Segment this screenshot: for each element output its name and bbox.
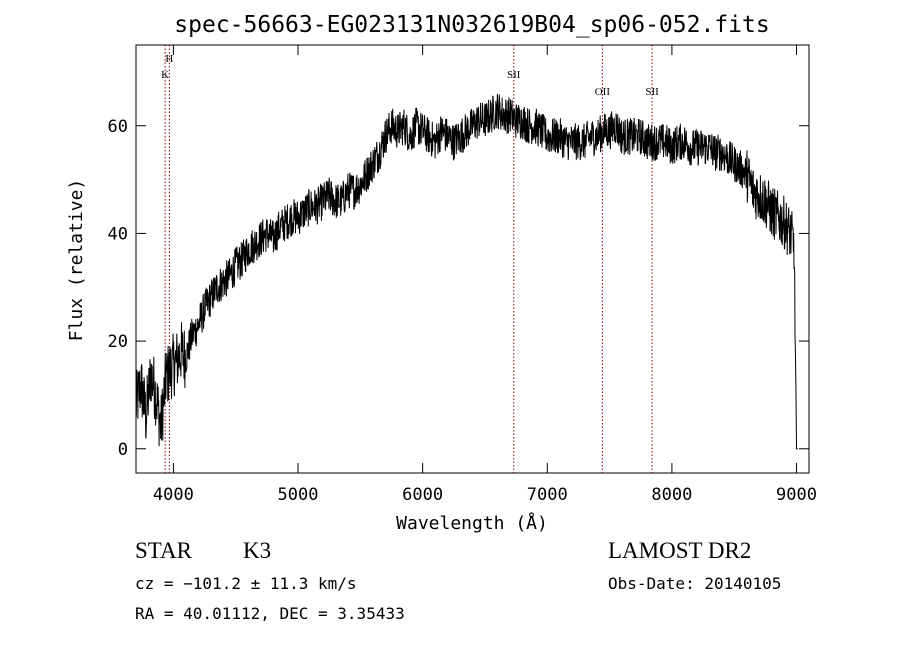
obs-date: Obs-Date: 20140105 [608, 574, 782, 593]
spectral-line-label: H [165, 53, 173, 65]
axis-ticks: 4000 5000 6000 7000 8000 9000 0 20 40 60 [108, 45, 817, 505]
spectral-line-label: K [161, 69, 169, 81]
plot-frame [135, 44, 810, 474]
chart-title: spec-56663-EG023131N032619B04_sp06-052.f… [174, 12, 769, 38]
x-tick-label: 4000 [153, 485, 194, 505]
spectral-line-label: SII [507, 69, 521, 81]
y-tick-label: 20 [108, 332, 128, 352]
star-class: STAR [135, 538, 192, 563]
x-tick-label: 7000 [527, 485, 568, 505]
survey-name: LAMOST DR2 [608, 538, 752, 563]
star-subclass: K3 [243, 538, 272, 563]
x-tick-label: 5000 [278, 485, 319, 505]
spectrum-series [135, 93, 798, 450]
y-tick-label: 60 [108, 117, 128, 137]
y-tick-label: 0 [118, 440, 128, 460]
ra-dec: RA = 40.01112, DEC = 3.35433 [135, 604, 405, 623]
x-tick-label: 6000 [402, 485, 443, 505]
x-axis-label: Wavelength (Å) [396, 512, 548, 534]
x-tick-label: 9000 [776, 485, 817, 505]
spectral-line-label: OII [595, 86, 611, 98]
redshift-cz: cz = −101.2 ± 11.3 km/s [135, 574, 357, 593]
y-tick-label: 40 [108, 224, 128, 244]
y-axis-label: Flux (relative) [66, 179, 87, 342]
spectral-line-label: SII [645, 86, 659, 98]
spectrum-line [135, 93, 798, 450]
x-tick-label: 8000 [651, 485, 692, 505]
